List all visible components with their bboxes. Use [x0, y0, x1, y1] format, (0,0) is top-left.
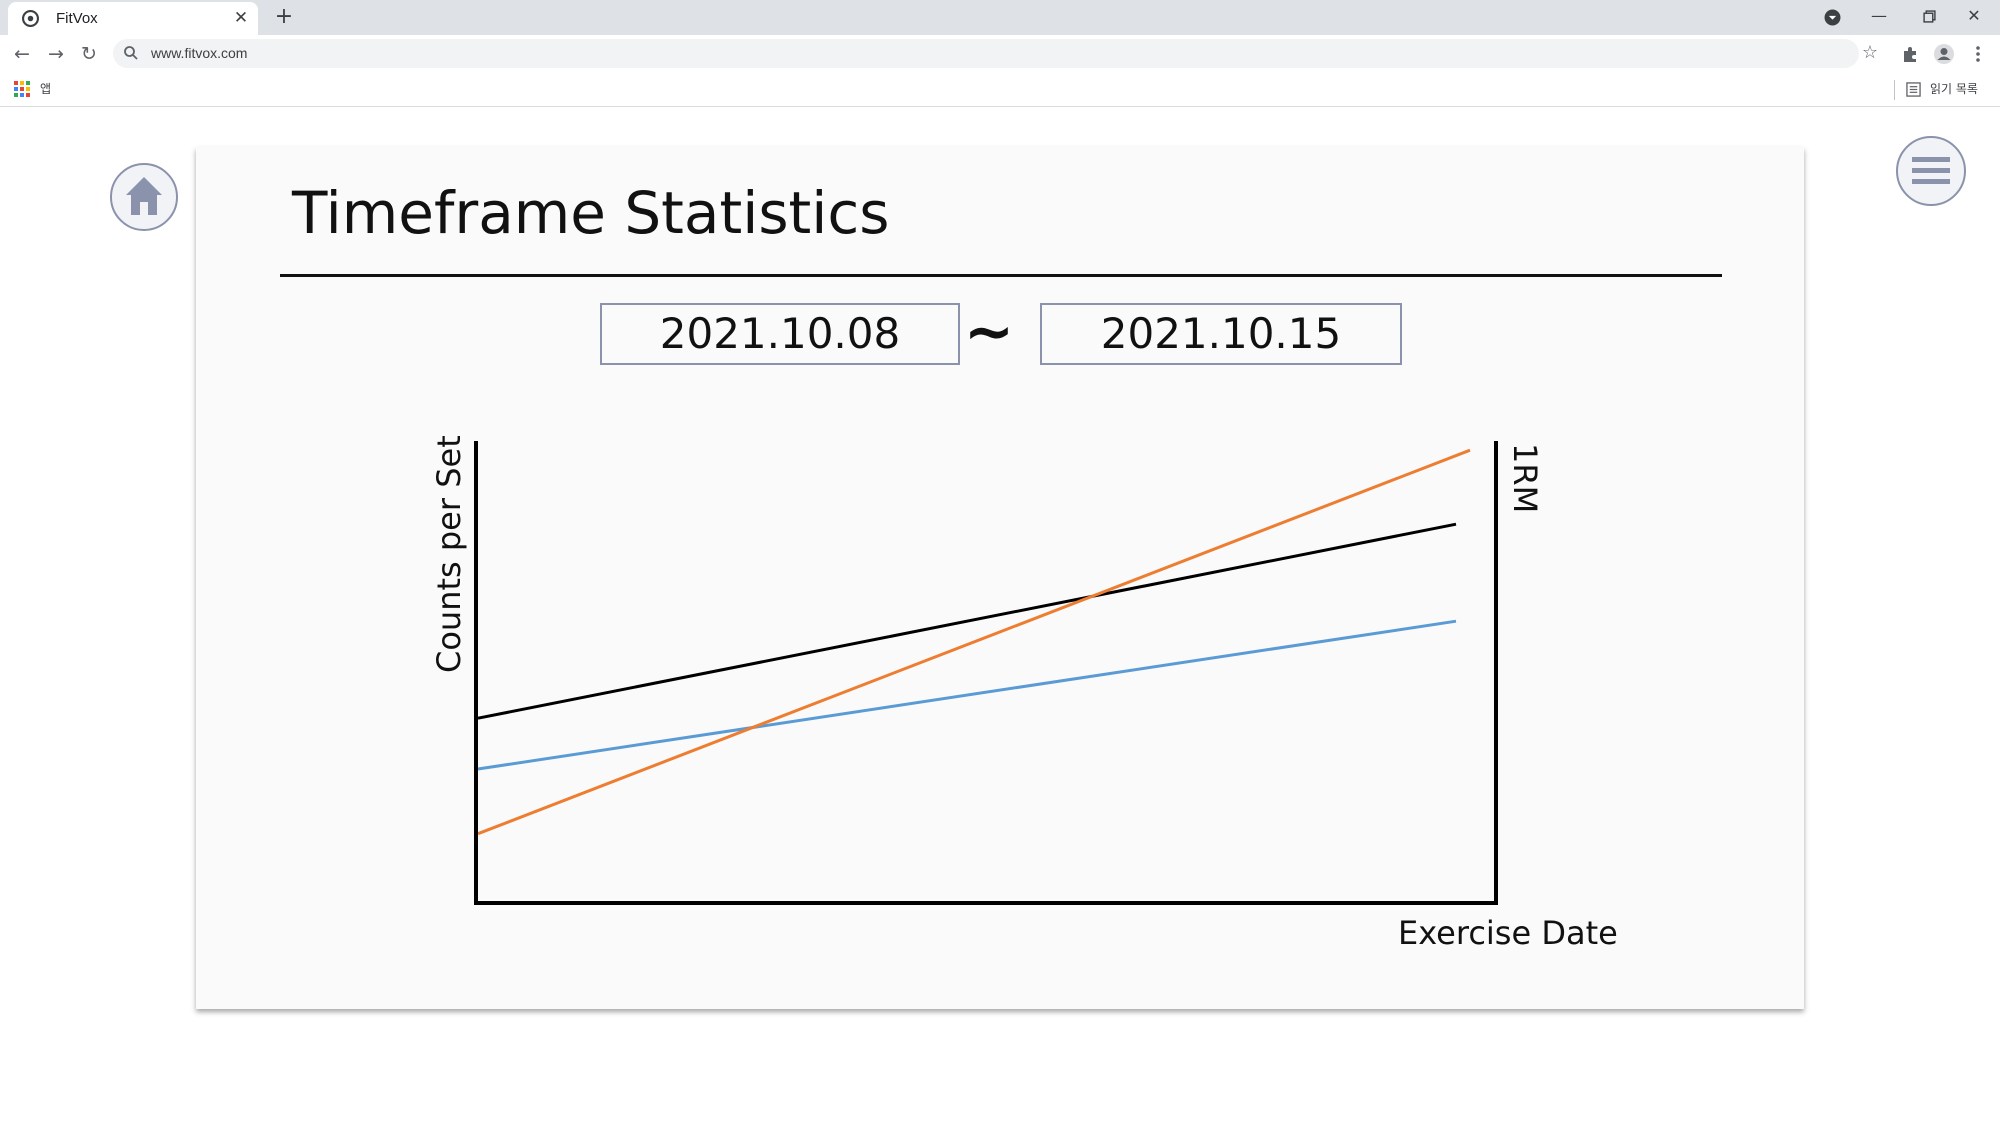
back-arrow-icon[interactable]: ←	[14, 43, 30, 65]
reading-list-label[interactable]: 읽기 목록	[1930, 82, 1978, 96]
statistics-card: Timeframe Statistics 2021.10.08 ~ 2021.1…	[196, 147, 1804, 1009]
url-text[interactable]: www.fitvox.com	[151, 45, 248, 61]
page-title: Timeframe Statistics	[292, 179, 890, 247]
close-window-icon[interactable]: ✕	[1967, 6, 1981, 25]
bookmarks-bar: 앱 읽기 목록	[0, 73, 2000, 107]
statistics-line-chart: Exercise Date Counts per Set 1RM	[430, 435, 1618, 952]
chrome-icon	[22, 10, 39, 27]
minimize-icon[interactable]: —	[1871, 6, 1887, 25]
browser-toolbar: ← → ↻ www.fitvox.com	[0, 35, 2000, 73]
search-icon	[124, 46, 138, 60]
date-range-separator: ~	[963, 297, 1015, 367]
profile-dropdown-icon[interactable]	[1824, 9, 1841, 26]
browser-tab[interactable]: FitVox ✕	[8, 2, 258, 35]
reload-icon[interactable]: ↻	[81, 43, 97, 65]
home-button[interactable]	[110, 163, 178, 231]
extensions-icon[interactable]	[1898, 42, 1922, 66]
new-tab-icon[interactable]: +	[274, 4, 294, 29]
series-line-2	[477, 619, 1457, 771]
home-icon	[126, 177, 162, 215]
bookmark-star-icon[interactable]: ☆	[1861, 42, 1879, 63]
x-axis-label: Exercise Date	[1398, 914, 1618, 952]
bookmark-separator	[1894, 80, 1895, 100]
series-line-3	[477, 448, 1471, 836]
tab-title: FitVox	[56, 10, 98, 27]
hamburger-menu-icon	[1912, 157, 1950, 184]
series-line-1	[477, 522, 1457, 720]
reading-list-icon[interactable]	[1906, 82, 1921, 97]
close-tab-icon[interactable]: ✕	[233, 8, 249, 28]
restore-icon[interactable]	[1906, 0, 1952, 35]
forward-arrow-icon[interactable]: →	[48, 43, 64, 65]
menu-button[interactable]	[1896, 136, 1966, 206]
title-divider	[280, 274, 1722, 277]
y2-axis-label: 1RM	[1506, 443, 1544, 513]
profile-avatar-icon[interactable]	[1932, 42, 1956, 66]
browser-tab-bar: FitVox ✕ + — ✕	[0, 0, 2000, 35]
y-axis-label: Counts per Set	[430, 435, 468, 673]
address-bar[interactable]: www.fitvox.com	[113, 39, 1859, 68]
apps-label[interactable]: 앱	[40, 82, 52, 96]
apps-grid-icon[interactable]	[14, 81, 30, 97]
series-layer	[477, 448, 1471, 836]
start-date-field[interactable]: 2021.10.08	[600, 303, 960, 365]
more-menu-icon[interactable]	[1966, 42, 1990, 66]
end-date-field[interactable]: 2021.10.15	[1040, 303, 1402, 365]
